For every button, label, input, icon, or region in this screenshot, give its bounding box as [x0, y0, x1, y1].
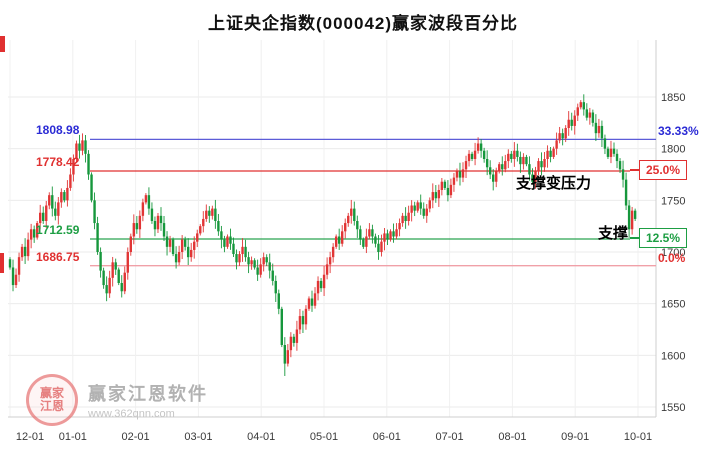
svg-text:01-01: 01-01 [59, 431, 87, 443]
svg-text:1600: 1600 [661, 350, 685, 362]
svg-text:05-01: 05-01 [310, 431, 338, 443]
watermark-url: www.362qnn.com [88, 408, 175, 420]
left-edge-marker-candle [0, 253, 4, 273]
watermark-text: 赢家江恩软件 www.362qnn.com [88, 380, 208, 420]
svg-text:08-01: 08-01 [498, 431, 526, 443]
svg-text:02-01: 02-01 [122, 431, 150, 443]
svg-text:1650: 1650 [661, 299, 685, 311]
watermark: 赢家 江恩 赢家江恩软件 www.362qnn.com [26, 374, 208, 426]
watermark-name: 赢家江恩软件 [88, 384, 208, 404]
svg-text:03-01: 03-01 [184, 431, 212, 443]
annotation-support-becomes-pressure: 支撑变压力 [516, 175, 592, 192]
svg-text:06-01: 06-01 [373, 431, 401, 443]
svg-text:04-01: 04-01 [247, 431, 275, 443]
svg-text:09-01: 09-01 [561, 431, 589, 443]
svg-text:10-01: 10-01 [624, 431, 652, 443]
svg-text:1850: 1850 [661, 92, 685, 104]
page-title: 上证央企指数(000042)赢家波段百分比 [207, 14, 519, 33]
svg-text:1800: 1800 [661, 144, 685, 156]
svg-text:07-01: 07-01 [436, 431, 464, 443]
watermark-seal-icon: 赢家 江恩 [26, 374, 78, 426]
watermark-seal-line2: 江恩 [39, 399, 64, 413]
annotation-support: 支撑 [598, 225, 629, 242]
svg-text:12-01: 12-01 [16, 431, 44, 443]
svg-text:1550: 1550 [661, 402, 685, 414]
svg-text:1750: 1750 [661, 195, 685, 207]
watermark-seal-line1: 赢家 [39, 386, 64, 400]
svg-text:1700: 1700 [661, 247, 685, 259]
left-edge-marker-top [0, 36, 5, 52]
